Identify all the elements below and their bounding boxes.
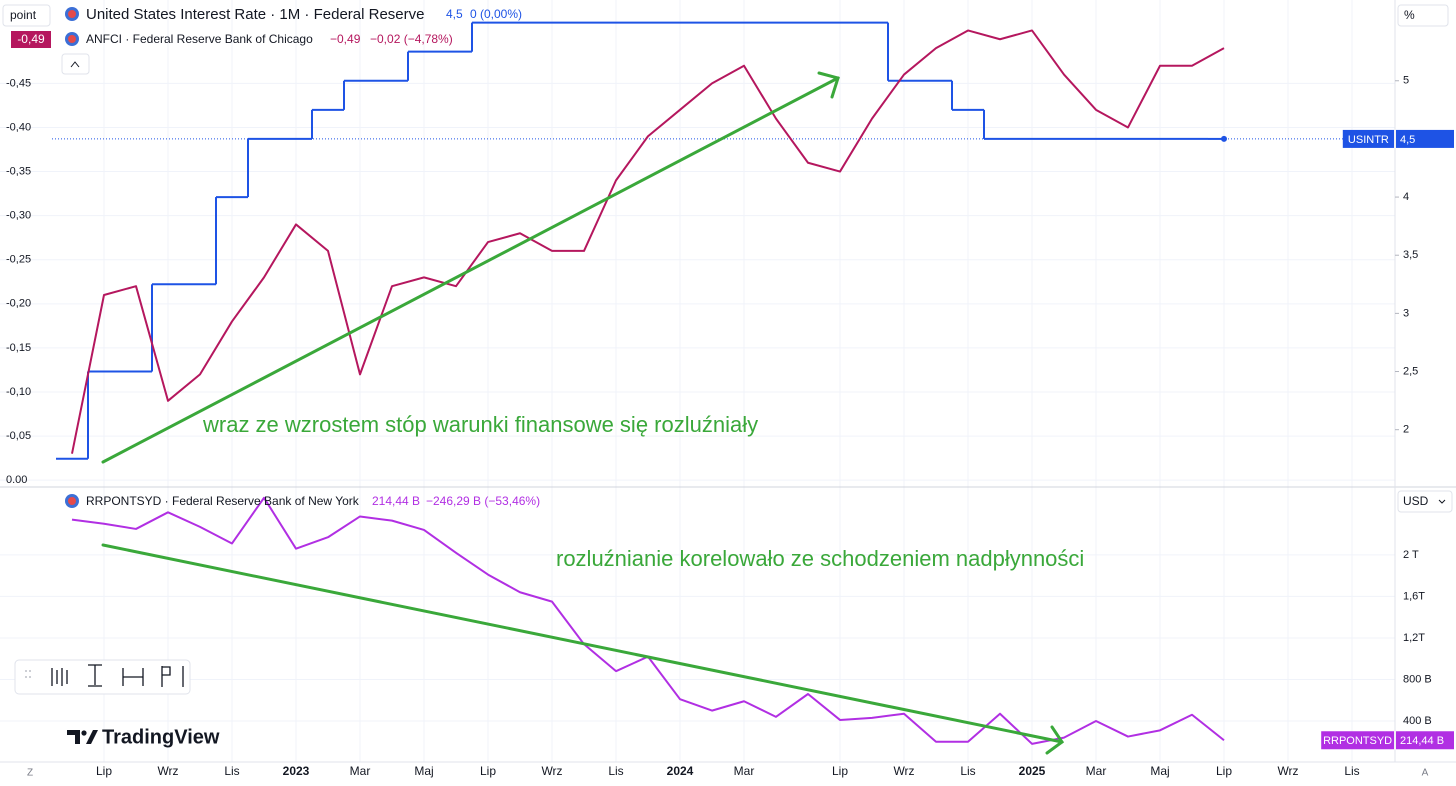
x-tick-label: 2023 [283,764,310,778]
y2-tick-label: 3,5 [1403,249,1418,261]
x-tick-label: Mar [350,764,371,778]
y2-tick-label: 3 [1403,307,1409,319]
y-tick-label: -0,05 [6,430,31,442]
dropdown-icon [1438,499,1446,504]
y-tick-label: 1,6T [1403,590,1425,602]
y-tick-label: 800 B [1403,673,1432,685]
y2-tick-label: 2,5 [1403,365,1418,377]
range-icon[interactable] [88,664,102,687]
unit-box[interactable] [1397,4,1449,27]
collapse-button[interactable] [61,53,90,75]
x-tick-label: 2024 [667,764,694,778]
plot-layer [52,21,1395,745]
date-range-icon[interactable] [122,668,144,686]
y-tick-label: 400 B [1403,715,1432,727]
toolbar-icons [25,664,184,687]
annotation-text: wraz ze wzrostem stóp warunki finansowe … [202,412,758,437]
series-line [71,496,1225,745]
x-tick-label: Maj [1150,764,1169,778]
y-tick-label: -0,25 [6,254,31,266]
x-tick-label: Wrz [541,764,562,778]
x-tick-label: Lip [832,764,848,778]
y-tick-label: -0,15 [6,342,31,354]
x-tick-label: Mar [734,764,755,778]
arrow-head [1045,725,1065,755]
x-tick-label: Lis [608,764,623,778]
logo-icon [67,730,98,744]
logo-text: TradingView [102,726,220,748]
scale-mode-box[interactable] [2,4,51,27]
legend-last: 214,44 B [372,494,420,508]
y-tick-label: -0,45 [6,77,31,89]
logo-icon [81,730,87,736]
value-tag [11,31,51,48]
legend-last: 4,5 [446,7,463,21]
flag-icon [68,497,76,505]
x-tick-label: 2025 [1019,764,1046,778]
price-tag-value: 4,5 [1400,134,1415,146]
x-tick-label: Lip [96,764,112,778]
price-tag-name: USINTR [1348,134,1389,146]
arrow-down [101,543,1064,744]
drawing-toolbar [14,659,191,695]
price-tag-name: RRPONTSYD [1323,735,1392,747]
legend-change: 0 (0,00%) [470,7,522,21]
candles-icon[interactable] [51,668,68,686]
y-tick-label: 1,2T [1403,632,1425,644]
last-point [1221,135,1227,142]
flag-icon [68,10,76,18]
x-tick-label: Mar [1086,764,1107,778]
y-tick-label: -0,30 [6,210,31,222]
legend-series: RRPONTSYD · Federal Reserve Bank of New … [86,494,360,508]
legend-series: ANFCI · Federal Reserve Bank of Chicago [86,32,313,46]
x-tick-label: Lis [224,764,239,778]
x-tick-label: Lis [1344,764,1359,778]
arrow-head [817,71,840,99]
y2-tick-label: 2 [1403,424,1409,436]
y2-tick-label: 4 [1403,191,1409,203]
y-tick-label: 0.00 [6,474,27,486]
chevron-icon [70,61,80,68]
grid-layer [0,0,1395,762]
price-tag-name-box [1342,129,1394,148]
arrow-up [101,76,840,464]
legend-series: United States Interest Rate · 1M · Feder… [86,6,424,23]
flag-icon [68,35,76,43]
y2-tick-label: 5 [1403,75,1409,87]
price-tag-box [1396,129,1454,148]
x-tick-label: Lis [960,764,975,778]
long-position-icon[interactable] [161,666,171,687]
x-tick-label: Maj [414,764,433,778]
y-tick-label: -0,20 [6,298,31,310]
time-zone-button[interactable]: Z [27,768,33,779]
price-tag-box [1396,731,1454,750]
x-tick-label: Lip [480,764,496,778]
legend-last: −0,49 [330,32,361,46]
drag-handle [25,670,31,678]
x-tick-label: Wrz [1277,764,1298,778]
price-tag-value: 214,44 B [1400,735,1444,747]
y-unit: point [10,8,37,22]
auto-scale-button[interactable]: A [1422,768,1429,779]
price-tag-name-box [1321,731,1394,750]
y-tick-label: -0,10 [6,386,31,398]
y-tick-label: -0,35 [6,165,31,177]
value-tag-text: -0,49 [17,32,45,46]
y-tick-label: 2 T [1403,549,1419,561]
y2-unit: % [1404,8,1415,22]
legend-change: −0,02 (−4,78%) [370,32,453,46]
unit-box[interactable] [1397,490,1453,513]
y-tick-label: -0,40 [6,121,31,133]
x-tick-label: Lip [1216,764,1232,778]
legend-change: −246,29 B (−53,46%) [426,494,540,508]
x-tick-label: Wrz [893,764,914,778]
annotation-text: rozluźnianie korelowało ze schodzeniem n… [556,546,1084,571]
annotation-arrows [101,71,1065,755]
y-unit: USD [1403,494,1429,508]
x-tick-label: Wrz [157,764,178,778]
series-line [71,29,1225,454]
